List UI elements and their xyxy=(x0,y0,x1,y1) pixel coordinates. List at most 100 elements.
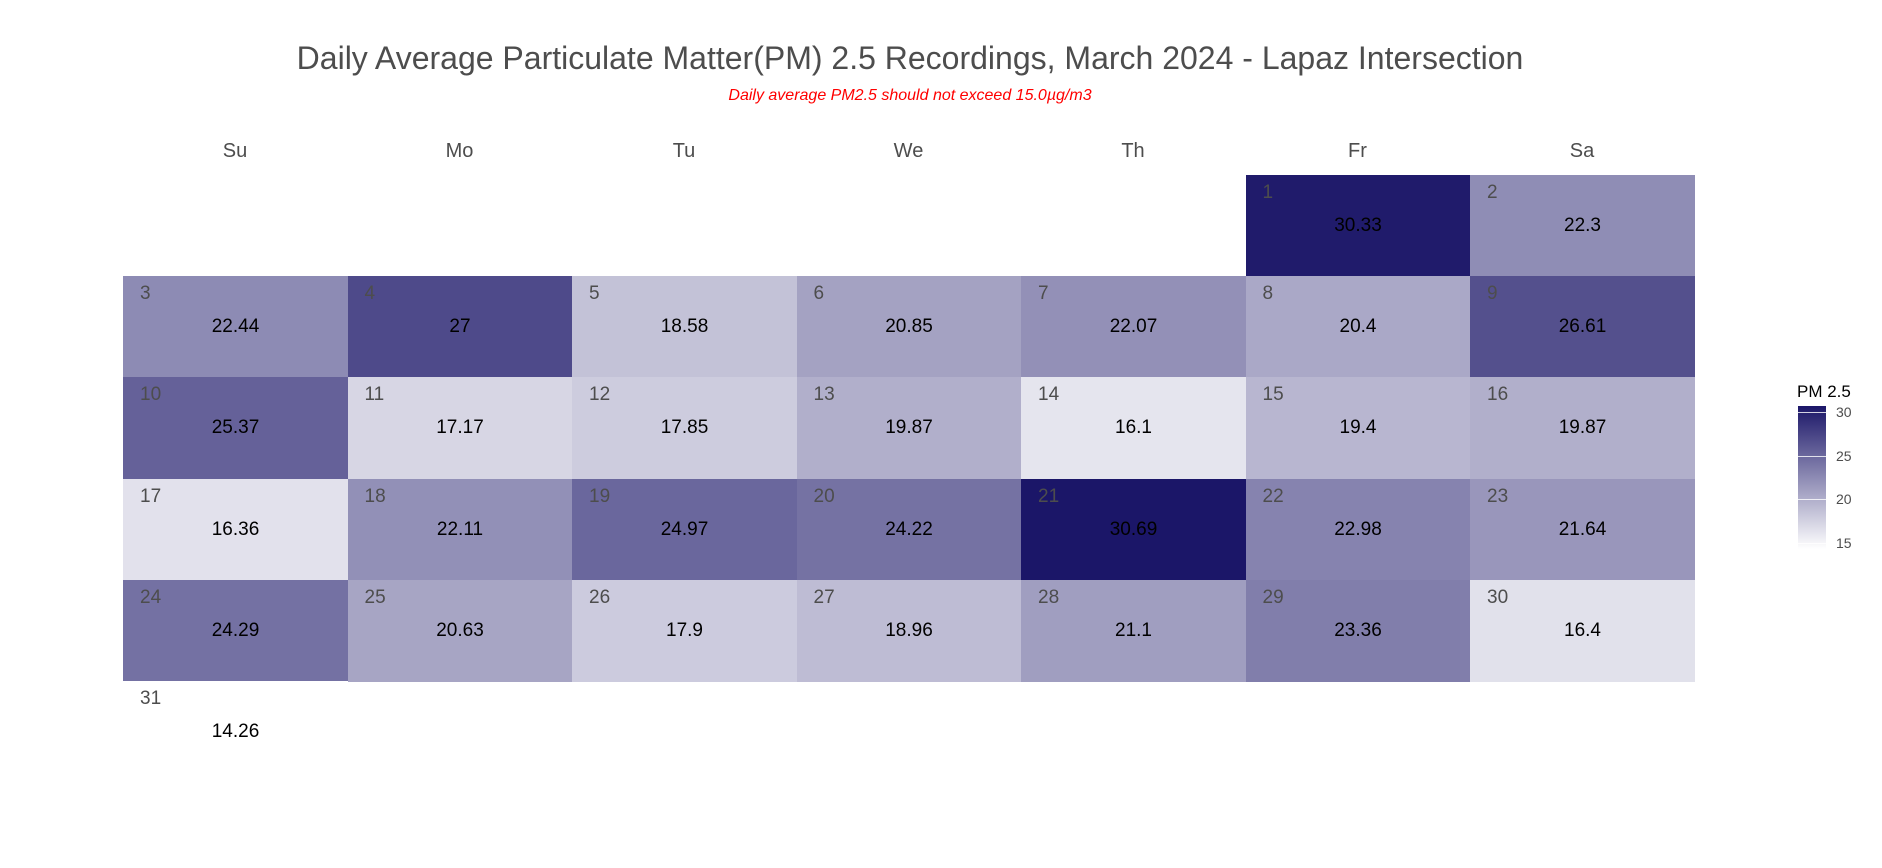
day-number: 10 xyxy=(140,384,162,406)
day-cell: 3 22.44 xyxy=(123,276,348,379)
weekday-label: Th xyxy=(1121,140,1145,162)
day-cell: 14 16.1 xyxy=(1021,377,1246,480)
day-cell: 13 19.87 xyxy=(796,377,1022,480)
day-number: 29 xyxy=(1262,586,1284,608)
data-label: 22.3 xyxy=(1564,215,1601,236)
day-cell: 23 21.64 xyxy=(1470,478,1695,581)
data-label: 26.61 xyxy=(1558,316,1607,338)
data-label: 16.1 xyxy=(1115,417,1152,439)
day-cell: 28 21.1 xyxy=(1021,579,1246,682)
legend-color-bar xyxy=(1798,406,1826,549)
day-cell: 1 30.33 xyxy=(1245,175,1471,277)
day-number: 1 xyxy=(1262,182,1274,203)
day-number: 2 xyxy=(1487,182,1498,203)
legend-tick-label: 25 xyxy=(1836,447,1852,464)
data-label: 19.87 xyxy=(1558,417,1607,439)
data-label: 30.33 xyxy=(1334,215,1382,236)
day-cell: 25 20.63 xyxy=(347,579,573,682)
weekday-label: Sa xyxy=(1569,140,1595,162)
data-label: 21.1 xyxy=(1115,619,1152,641)
data-label: 24.22 xyxy=(885,518,933,540)
day-cell: 30 16.4 xyxy=(1470,579,1695,682)
day-cell: 12 17.85 xyxy=(572,377,797,480)
day-number: 25 xyxy=(364,586,386,608)
weekday-label: Fr xyxy=(1348,140,1367,162)
data-label: 20.85 xyxy=(885,316,933,338)
day-number: 20 xyxy=(813,485,835,507)
day-cell: 7 22.07 xyxy=(1021,276,1246,379)
day-cell: 5 18.58 xyxy=(572,276,797,379)
data-label: 22.11 xyxy=(436,518,484,540)
data-label: 25.37 xyxy=(211,417,260,439)
data-label: 23.36 xyxy=(1334,619,1382,641)
day-number: 14 xyxy=(1038,384,1060,406)
data-label: 17.85 xyxy=(660,417,709,439)
day-number: 18 xyxy=(364,485,386,507)
day-cell: 24 24.29 xyxy=(123,579,348,682)
day-cell: 2 22.3 xyxy=(1470,175,1695,277)
data-label: 24.97 xyxy=(660,518,709,540)
day-cell: 20 24.22 xyxy=(796,478,1022,581)
data-label: 16.4 xyxy=(1564,619,1601,641)
data-label: 22.07 xyxy=(1109,316,1158,338)
data-label: 21.64 xyxy=(1558,518,1607,540)
weekday-label: Su xyxy=(222,140,248,162)
day-cell: 15 19.4 xyxy=(1245,377,1471,480)
day-number: 22 xyxy=(1262,485,1284,507)
legend-tick-label: 20 xyxy=(1836,491,1852,508)
day-cell: 11 17.17 xyxy=(347,377,573,480)
data-label: 16.36 xyxy=(211,518,260,540)
day-number: 27 xyxy=(813,586,835,608)
data-label: 18.58 xyxy=(660,316,709,338)
day-number: 4 xyxy=(364,283,376,305)
day-cell: 8 20.4 xyxy=(1245,276,1471,379)
data-label: 20.4 xyxy=(1339,316,1377,338)
day-number: 31 xyxy=(140,688,162,709)
day-cell: 21 30.69 xyxy=(1021,478,1246,581)
day-cell: 17 16.36 xyxy=(123,478,348,581)
day-cell: 22 22.98 xyxy=(1245,478,1471,581)
day-number: 9 xyxy=(1487,283,1498,305)
day-number: 24 xyxy=(140,586,162,608)
day-number: 28 xyxy=(1038,586,1060,608)
legend-tick-label: 15 xyxy=(1836,534,1852,551)
day-number: 8 xyxy=(1262,283,1274,305)
day-number: 5 xyxy=(589,283,600,305)
weekday-label: We xyxy=(893,140,924,162)
day-number: 21 xyxy=(1038,485,1060,507)
day-number: 7 xyxy=(1038,283,1049,305)
day-cell: 26 17.9 xyxy=(572,579,797,682)
day-cell: 29 23.36 xyxy=(1245,579,1471,682)
day-number: 15 xyxy=(1262,384,1284,406)
day-cell: 27 18.96 xyxy=(796,579,1022,682)
day-number: 3 xyxy=(140,283,151,305)
data-label: 27 xyxy=(449,316,471,338)
day-cell: 9 26.61 xyxy=(1470,276,1695,379)
day-cell: 18 22.11 xyxy=(347,478,573,581)
day-number: 16 xyxy=(1487,384,1509,406)
day-number: 13 xyxy=(813,384,835,406)
day-cell: 16 19.87 xyxy=(1470,377,1695,480)
legend-tick-label: 30 xyxy=(1836,404,1852,420)
legend-tick-mark xyxy=(1798,455,1826,457)
legend-tick-mark xyxy=(1798,412,1826,413)
data-label: 19.4 xyxy=(1339,417,1377,439)
legend-title: PM 2.5 xyxy=(1797,382,1851,401)
data-label: 14.26 xyxy=(211,721,260,742)
day-number: 19 xyxy=(589,485,611,507)
day-number: 6 xyxy=(813,283,825,305)
legend-tick-mark xyxy=(1798,542,1826,544)
day-number: 26 xyxy=(589,586,611,608)
day-cell: 4 27 xyxy=(347,276,573,379)
chart-subtitle: Daily average PM2.5 should not exceed 15… xyxy=(728,87,1092,104)
day-cell: 19 24.97 xyxy=(572,478,797,581)
weekday-label: Mo xyxy=(445,140,474,162)
data-label: 22.44 xyxy=(211,316,260,338)
data-label: 18.96 xyxy=(885,619,933,641)
day-number: 23 xyxy=(1487,485,1509,507)
data-label: 20.63 xyxy=(436,619,484,641)
day-cell: 6 20.85 xyxy=(796,276,1022,379)
day-number: 11 xyxy=(364,384,385,406)
data-label: 19.87 xyxy=(885,417,933,439)
data-label: 17.17 xyxy=(436,417,484,439)
